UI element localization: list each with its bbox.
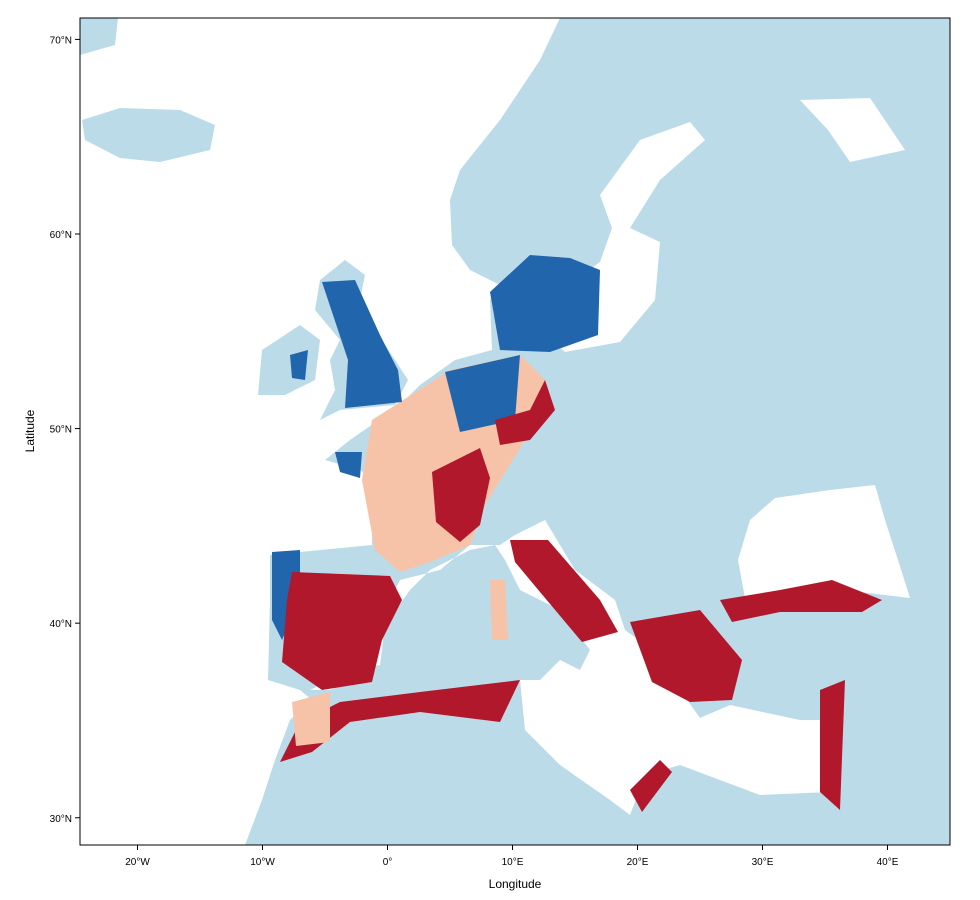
mediterranean <box>310 520 838 815</box>
region-iberia <box>282 572 402 690</box>
iceland <box>82 108 215 162</box>
region-north-africa <box>280 680 520 762</box>
x-tick-label: 40°E <box>877 857 899 868</box>
region-levant <box>820 680 845 810</box>
y-tick-label: 40°N <box>50 619 72 630</box>
region-germany <box>495 380 555 445</box>
region-britain <box>322 280 402 408</box>
plot-frame <box>79 17 951 846</box>
y-tick-label: 30°N <box>50 814 72 825</box>
region-italy <box>510 540 618 642</box>
x-axis-label: Longitude <box>489 877 542 891</box>
region-sardinia <box>490 580 508 640</box>
region-scandinavia <box>490 255 600 352</box>
region-cyrenaica <box>630 760 672 812</box>
x-tick-label: 20°W <box>125 857 150 868</box>
region-brittany <box>335 452 362 478</box>
region-balkans <box>630 610 742 702</box>
region-east-france <box>432 448 490 542</box>
y-tick-label: 50°N <box>50 425 72 436</box>
white-sea <box>800 98 905 162</box>
black-sea <box>738 485 910 598</box>
region-ireland <box>290 350 308 380</box>
y-tick-label: 70°N <box>50 35 72 46</box>
atlantic-sea <box>80 18 560 845</box>
region-benelux <box>445 355 520 432</box>
region-turkey-coast <box>720 580 882 622</box>
x-tick-label: 10°E <box>502 857 524 868</box>
region-morocco <box>292 692 330 746</box>
map-area <box>80 18 950 845</box>
y-tick-label: 60°N <box>50 230 72 241</box>
x-tick-label: 30°E <box>752 857 774 868</box>
x-tick-label: 0° <box>383 857 393 868</box>
x-tick-label: 20°E <box>627 857 649 868</box>
x-tick-label: 10°W <box>250 857 275 868</box>
y-axis-label: Latitude <box>23 409 37 452</box>
